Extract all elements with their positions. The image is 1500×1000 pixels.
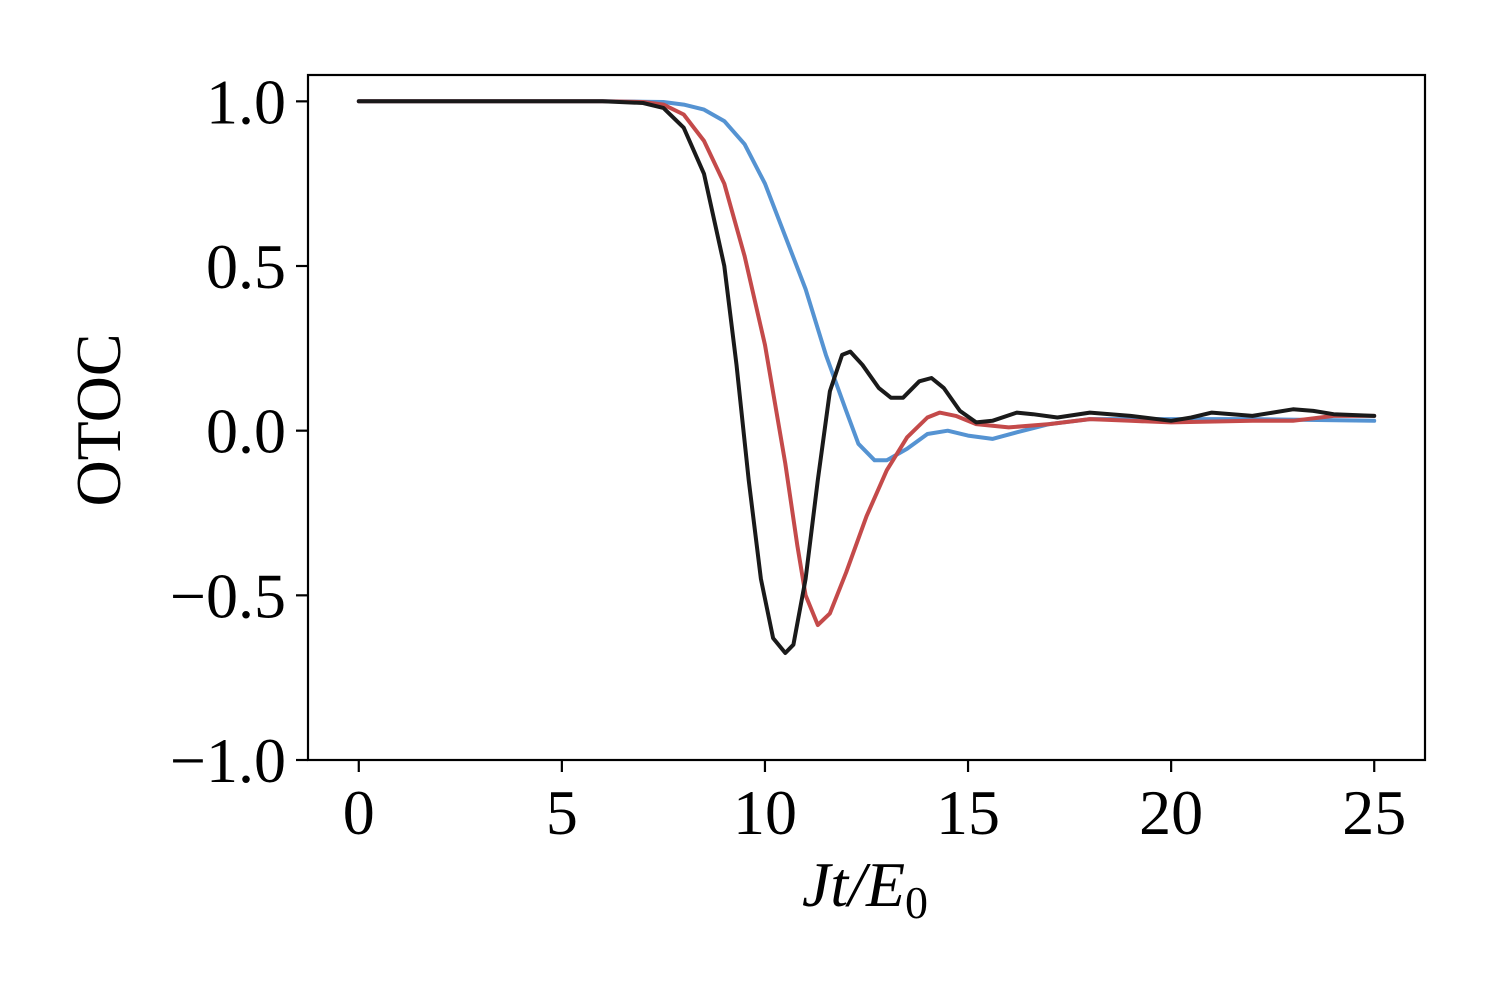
y-axis-label: OTOC	[63, 333, 134, 506]
y-axis-ticks: −1.0 −0.5 0.0 0.5 1.0	[170, 66, 308, 796]
x-tick-label: 20	[1139, 777, 1203, 848]
series-line-2	[356, 99, 1377, 627]
x-axis-label-main: Jt/E	[802, 849, 905, 920]
plot-frame	[306, 73, 1427, 762]
x-tick-label: 15	[936, 777, 1000, 848]
x-axis-label-subscript: 0	[905, 877, 928, 928]
x-axis-label: Jt/E0	[802, 849, 928, 928]
y-tick-label: 0.5	[206, 231, 286, 302]
y-tick-label: −0.5	[170, 560, 286, 631]
series-line-1	[356, 99, 1377, 463]
x-tick-label: 0	[343, 777, 375, 848]
series-line-3	[356, 99, 1377, 655]
x-tick-label: 5	[546, 777, 578, 848]
y-tick-label: 0.0	[206, 396, 286, 467]
x-tick-label: 10	[733, 777, 797, 848]
y-tick-label: −1.0	[170, 725, 286, 796]
x-axis-ticks: 0 5 10 15 20 25	[343, 760, 1406, 848]
y-tick-label: 1.0	[206, 66, 286, 137]
x-tick-label: 25	[1342, 777, 1406, 848]
series-layer	[356, 99, 1377, 655]
